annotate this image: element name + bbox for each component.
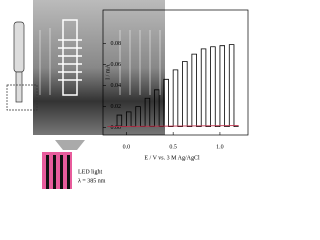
pen-illustration bbox=[6, 21, 38, 111]
y-tick-label: 0.00 bbox=[111, 125, 122, 131]
plot-frame bbox=[102, 9, 249, 136]
y-tick-label: 0.06 bbox=[111, 62, 122, 68]
x-tick-label: 0.0 bbox=[123, 144, 131, 150]
nanotubes bbox=[39, 28, 161, 95]
sem-image bbox=[33, 0, 165, 135]
lens bbox=[55, 140, 85, 150]
annotation: LED light bbox=[78, 169, 102, 175]
electrode-coil bbox=[58, 19, 82, 96]
annotation: λ = 385 nm bbox=[78, 178, 106, 184]
x-tick-label: 0.5 bbox=[169, 144, 177, 150]
y-tick-label: 0.08 bbox=[111, 41, 122, 47]
led-stripes bbox=[46, 155, 70, 189]
data-line bbox=[107, 125, 239, 127]
x-tick-label: 1.0 bbox=[216, 144, 224, 150]
y-tick-label: 0.02 bbox=[111, 104, 122, 110]
y-axis-label: I / mA bbox=[105, 64, 111, 80]
y-tick-label: 0.04 bbox=[111, 83, 122, 89]
figure: LED light λ = 385 nm I / mA E / V vs. 3 … bbox=[6, 0, 249, 189]
x-axis-label: E / V vs. 3 M Ag/AgCl bbox=[144, 155, 200, 161]
